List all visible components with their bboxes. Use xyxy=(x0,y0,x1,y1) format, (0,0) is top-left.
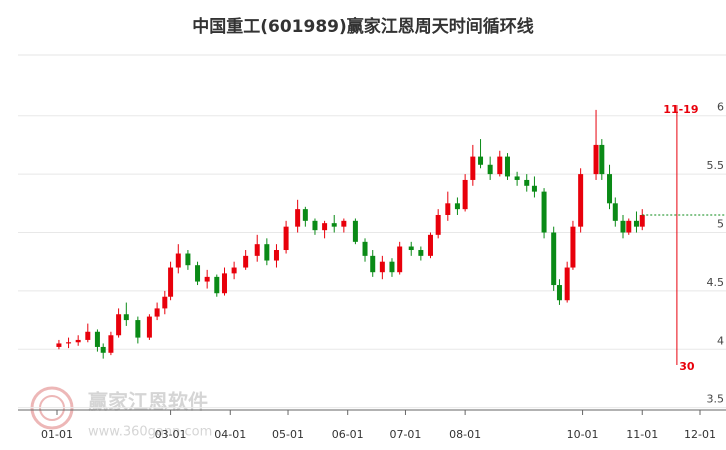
candle-body xyxy=(283,226,289,251)
candle-body xyxy=(273,250,279,261)
candle-body xyxy=(593,144,599,175)
y-tick-label: 6 xyxy=(717,101,724,114)
y-tick-label: 4 xyxy=(717,334,724,347)
x-tick-label: 05-01 xyxy=(272,428,304,441)
candle-body xyxy=(231,267,237,274)
candle-body xyxy=(570,226,576,268)
candle-body xyxy=(94,331,100,347)
candle-body xyxy=(418,250,424,256)
candle-body xyxy=(168,267,174,297)
candle-body xyxy=(379,261,385,273)
candle-body xyxy=(146,316,152,338)
candle-body xyxy=(75,339,81,343)
y-tick-label: 5 xyxy=(717,218,724,231)
candle-body xyxy=(564,267,570,301)
candle-body xyxy=(264,244,270,261)
candle-body xyxy=(427,234,433,256)
candle-body xyxy=(626,220,632,233)
candle-body xyxy=(633,220,639,227)
x-tick-label: 06-01 xyxy=(332,428,364,441)
x-tick-label: 01-01 xyxy=(41,428,73,441)
candle-body xyxy=(116,314,122,336)
candle-body xyxy=(154,308,160,317)
candle-body xyxy=(454,203,460,210)
candle-body xyxy=(85,331,91,340)
candle-body xyxy=(221,273,227,294)
candle-body xyxy=(341,220,347,227)
candle-body xyxy=(408,246,414,251)
candle-body xyxy=(56,343,62,347)
candle-body xyxy=(162,296,168,309)
x-tick-label: 08-01 xyxy=(449,428,481,441)
watermark-url: www.360gann.com xyxy=(88,425,212,440)
candle-body xyxy=(620,220,626,233)
chart-title: 中国重工(601989)赢家江恩周天时间循环线 xyxy=(192,16,534,37)
candle-body xyxy=(389,261,395,273)
candle-body xyxy=(66,342,72,344)
candle-body xyxy=(254,244,260,256)
candle-body xyxy=(531,185,537,192)
candle-body xyxy=(135,320,141,338)
candle-body xyxy=(435,214,441,235)
candle-body xyxy=(295,209,301,227)
cycle-label: 30 xyxy=(679,360,695,373)
candle-body xyxy=(478,156,484,165)
candle-body xyxy=(470,156,476,180)
candle-body xyxy=(243,255,249,268)
candle-body xyxy=(445,203,451,215)
y-tick-label: 5.5 xyxy=(707,159,725,172)
candle-body xyxy=(195,265,201,282)
candle-body xyxy=(487,164,493,175)
candle-body xyxy=(175,253,181,268)
candle-body xyxy=(514,176,520,180)
y-tick-label: 4.5 xyxy=(707,276,725,289)
candle-body xyxy=(497,156,503,175)
cycle-date: 11-19 xyxy=(663,103,698,116)
candle-body xyxy=(578,174,584,227)
candle-body xyxy=(639,214,645,227)
candle-body xyxy=(462,179,468,210)
candle-body xyxy=(214,276,220,294)
candle-body xyxy=(362,241,368,256)
x-tick-label: 04-01 xyxy=(214,428,246,441)
candle-body xyxy=(123,314,129,321)
candle-body xyxy=(352,220,358,242)
candle-body xyxy=(322,223,328,231)
candle-body xyxy=(612,203,618,221)
x-tick-label: 03-01 xyxy=(155,428,187,441)
x-tick-label: 10-01 xyxy=(567,428,599,441)
x-tick-label: 12-01 xyxy=(684,428,716,441)
candle-body xyxy=(397,246,403,273)
candle-body xyxy=(607,174,613,204)
candle-body xyxy=(312,220,318,231)
candle-body xyxy=(504,156,510,177)
candle-body xyxy=(331,223,337,227)
candle-body xyxy=(551,232,557,286)
candle-body xyxy=(100,346,106,353)
candle-body xyxy=(370,255,376,273)
candle-body xyxy=(524,179,530,186)
x-tick-label: 11-01 xyxy=(626,428,658,441)
x-tick-label: 07-01 xyxy=(389,428,421,441)
candle-body xyxy=(108,335,114,353)
candle-body xyxy=(302,209,308,221)
y-tick-label: 3.5 xyxy=(707,393,725,406)
candle-body xyxy=(541,191,547,233)
candle-body xyxy=(204,276,210,282)
candle-body xyxy=(599,144,605,175)
candle-body xyxy=(185,253,191,266)
candle-body xyxy=(556,285,562,301)
